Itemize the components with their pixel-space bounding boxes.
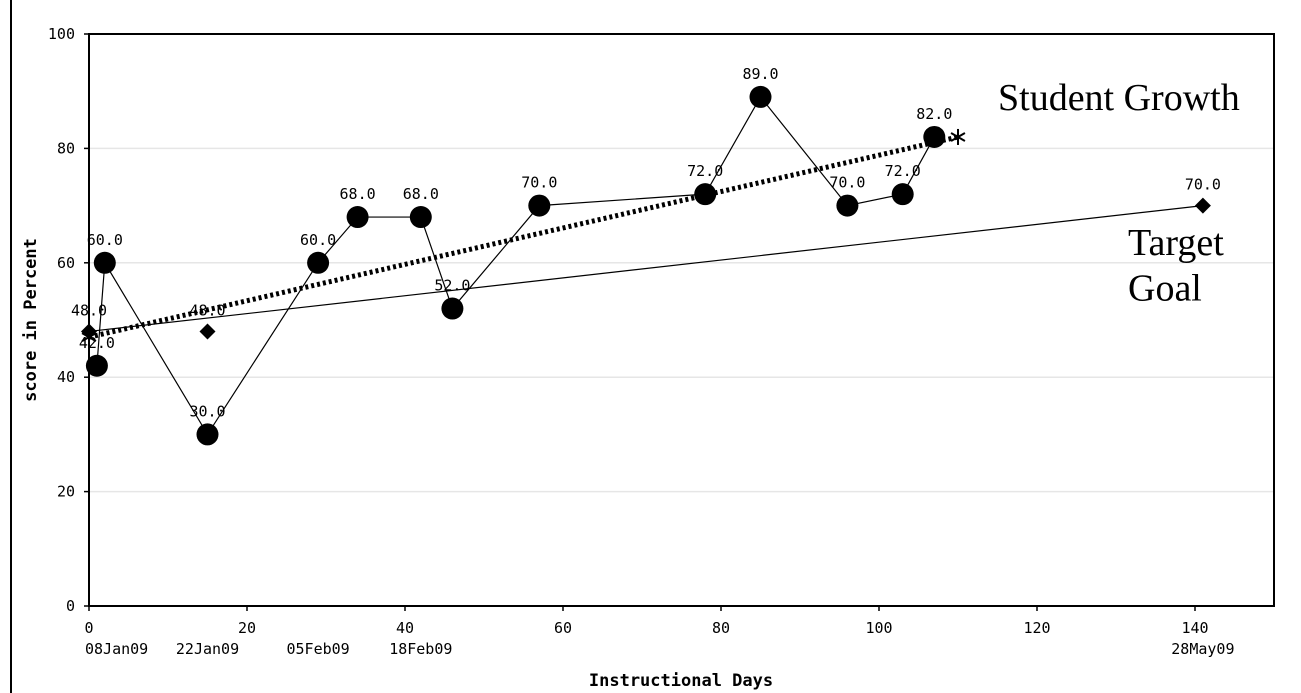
- target-goal-diamond: [199, 323, 216, 340]
- student-growth-data-label: 60.0: [300, 231, 336, 249]
- axis-ticks: 0 20 40 60 80 100 0 20 40 60 80 100 120 140 08Jan09 22J…: [48, 25, 1235, 658]
- target-goal-diamond: [81, 323, 97, 340]
- student-growth-data-label: 89.0: [742, 65, 778, 83]
- series-layer: [81, 85, 1211, 446]
- x-tick-label: 0: [84, 619, 93, 637]
- student-growth-point: [307, 251, 330, 274]
- y-tick-label: 100: [48, 25, 75, 43]
- student-growth-point: [891, 183, 914, 206]
- annotation-target-goal-line: Target: [1128, 222, 1224, 264]
- student-growth-point: [85, 354, 108, 377]
- x-tick-label: 60: [554, 619, 572, 637]
- target-goal-diamond: [1194, 197, 1211, 214]
- student-growth-data-label: 72.0: [885, 162, 921, 180]
- target-goal-data-label: 48.0: [71, 301, 107, 319]
- x-axis-title: Instructional Days: [589, 671, 773, 691]
- trend-star-marker: [950, 128, 966, 145]
- student-growth-data-label: 70.0: [829, 174, 865, 192]
- student-growth-point: [749, 85, 772, 108]
- annotation-target-goal-line: Goal: [1128, 268, 1202, 310]
- student-growth-data-label: 82.0: [916, 105, 952, 123]
- target-goal-line: [88, 205, 1203, 333]
- student-growth-point: [409, 206, 432, 229]
- x-tick-label: 120: [1023, 619, 1050, 637]
- annotation-student-growth: Student Growth: [998, 77, 1240, 119]
- student-growth-data-label: 68.0: [340, 185, 376, 203]
- student-growth-point: [346, 206, 369, 229]
- x-date-label: 05Feb09: [286, 640, 349, 658]
- student-growth-line: [96, 95, 935, 436]
- student-growth-data-label: 68.0: [403, 185, 439, 203]
- y-tick-label: 80: [57, 139, 75, 157]
- x-date-label: 22Jan09: [176, 640, 239, 658]
- x-tick-label: 100: [865, 619, 892, 637]
- student-growth-point: [528, 194, 551, 217]
- student-growth-data-label: 30.0: [189, 402, 225, 420]
- student-growth-data-label: 60.0: [87, 231, 123, 249]
- target-goal-data-label: 48.0: [189, 301, 225, 319]
- data-labels: 42.0 60.0 30.0 60.0 68.0 68.0 52.0 70.0 72.0 89.0…: [71, 65, 1221, 420]
- x-tick-label: 20: [238, 619, 256, 637]
- x-tick-label: 140: [1181, 619, 1208, 637]
- trend-line: [88, 134, 959, 340]
- x-tick-label: 40: [396, 619, 414, 637]
- y-tick-label: 40: [57, 368, 75, 386]
- x-date-label: 28May09: [1171, 640, 1234, 658]
- gridlines: [89, 147, 1274, 493]
- y-tick-label: 60: [57, 254, 75, 272]
- student-growth-point: [836, 194, 859, 217]
- student-growth-data-label: 52.0: [434, 277, 470, 295]
- student-growth-data-label: 72.0: [687, 162, 723, 180]
- student-growth-data-label: 42.0: [79, 334, 115, 352]
- annotation-target-goal: Target Goal: [1128, 222, 1224, 310]
- student-growth-point: [441, 297, 464, 320]
- student-growth-point: [196, 423, 219, 446]
- student-growth-point: [93, 251, 116, 274]
- y-tick-label: 20: [57, 483, 75, 501]
- x-date-label: 08Jan09: [85, 640, 148, 658]
- student-growth-point: [694, 183, 717, 206]
- x-date-label: 18Feb09: [389, 640, 452, 658]
- target-goal-data-label: 70.0: [1185, 176, 1221, 194]
- y-tick-label: 0: [66, 597, 75, 615]
- plot-area: [88, 33, 1275, 607]
- student-growth-point: [923, 125, 946, 148]
- y-axis-title: score in Percent: [21, 238, 41, 402]
- x-tick-label: 80: [712, 619, 730, 637]
- student-growth-data-label: 70.0: [521, 174, 557, 192]
- left-margin-rule: [10, 0, 12, 693]
